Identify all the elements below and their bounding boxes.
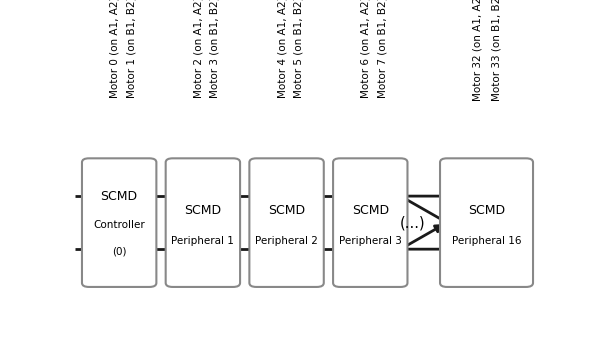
Text: SCMD: SCMD — [468, 204, 505, 217]
Text: Peripheral 1: Peripheral 1 — [172, 236, 235, 246]
Text: Peripheral 16: Peripheral 16 — [452, 236, 521, 246]
Text: Motor 7 (on B1, B2): Motor 7 (on B1, B2) — [377, 0, 387, 98]
FancyBboxPatch shape — [250, 158, 324, 287]
Text: (0): (0) — [112, 247, 127, 256]
FancyBboxPatch shape — [440, 158, 533, 287]
Text: Controller: Controller — [94, 220, 145, 230]
Text: Motor 0 (on A1, A2): Motor 0 (on A1, A2) — [110, 0, 120, 98]
Text: SCMD: SCMD — [268, 204, 305, 217]
Text: Motor 4 (on A1, A2): Motor 4 (on A1, A2) — [277, 0, 287, 98]
Text: Motor 3 (on B1, B2): Motor 3 (on B1, B2) — [210, 0, 220, 98]
FancyBboxPatch shape — [82, 158, 157, 287]
Text: Motor 32 (on A1, A2): Motor 32 (on A1, A2) — [473, 0, 482, 101]
Text: Motor 6 (on A1, A2): Motor 6 (on A1, A2) — [361, 0, 371, 98]
Text: SCMD: SCMD — [184, 204, 221, 217]
Text: Motor 2 (on A1, A2): Motor 2 (on A1, A2) — [194, 0, 203, 98]
Text: (...): (...) — [400, 215, 425, 230]
Text: Motor 1 (on B1, B2): Motor 1 (on B1, B2) — [126, 0, 136, 98]
FancyBboxPatch shape — [166, 158, 240, 287]
Text: Peripheral 2: Peripheral 2 — [255, 236, 318, 246]
Text: Motor 33 (on B1, B2): Motor 33 (on B1, B2) — [491, 0, 501, 101]
Text: Motor 5 (on B1, B2): Motor 5 (on B1, B2) — [293, 0, 304, 98]
FancyBboxPatch shape — [333, 158, 407, 287]
Text: Peripheral 3: Peripheral 3 — [339, 236, 402, 246]
Text: SCMD: SCMD — [352, 204, 389, 217]
Text: SCMD: SCMD — [101, 190, 138, 203]
